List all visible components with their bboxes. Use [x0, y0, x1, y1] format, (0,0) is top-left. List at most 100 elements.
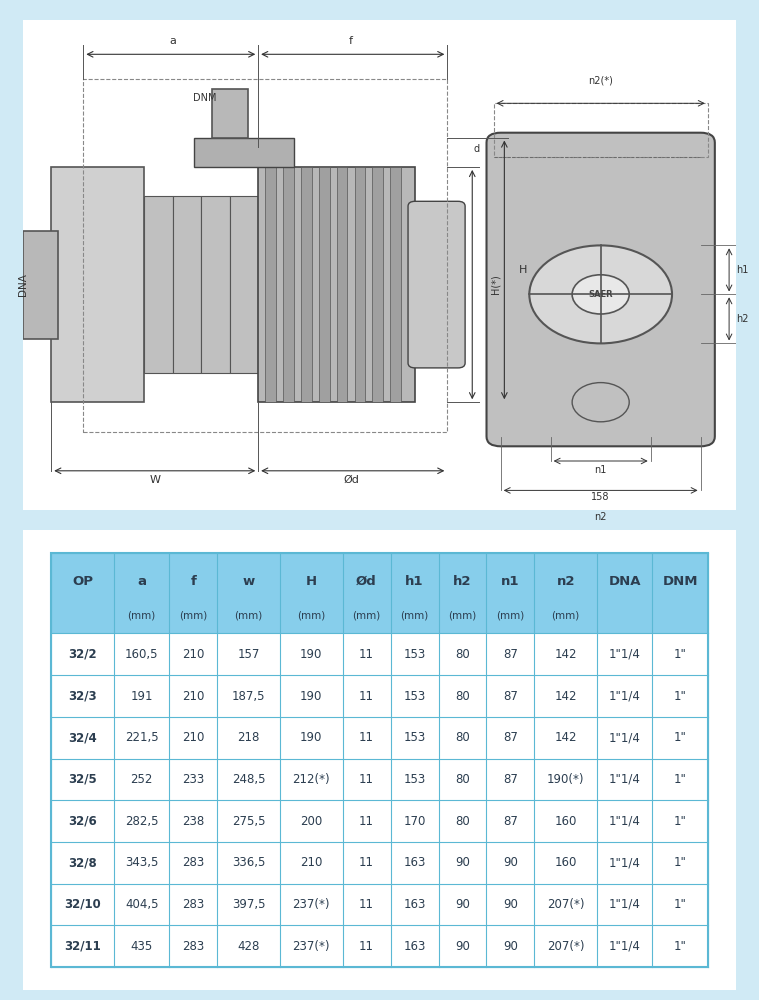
Text: n2: n2	[594, 512, 607, 522]
Text: 160: 160	[555, 856, 577, 869]
FancyBboxPatch shape	[23, 231, 58, 338]
Text: 212(*): 212(*)	[292, 773, 330, 786]
Text: d: d	[474, 144, 480, 154]
Bar	[373, 167, 383, 402]
Text: h2: h2	[736, 314, 748, 324]
Text: 142: 142	[555, 690, 577, 703]
Text: 1": 1"	[673, 940, 686, 953]
Bar	[52, 842, 707, 884]
Text: 187,5: 187,5	[231, 690, 266, 703]
Text: 1"1/4: 1"1/4	[609, 648, 641, 661]
Text: 11: 11	[359, 856, 374, 869]
Circle shape	[529, 245, 672, 343]
Text: 158: 158	[591, 492, 610, 502]
Circle shape	[572, 275, 629, 314]
Text: 191: 191	[131, 690, 153, 703]
Text: 87: 87	[503, 731, 518, 744]
Text: 210: 210	[182, 648, 204, 661]
Text: (mm): (mm)	[449, 611, 477, 621]
Text: 87: 87	[503, 690, 518, 703]
Text: 1": 1"	[673, 648, 686, 661]
Text: 207(*): 207(*)	[547, 898, 584, 911]
Text: h1: h1	[736, 265, 748, 275]
Text: 190: 190	[300, 690, 323, 703]
Text: 1": 1"	[673, 690, 686, 703]
Bar	[52, 634, 707, 675]
Text: 90: 90	[503, 940, 518, 953]
Text: H(*): H(*)	[490, 275, 500, 294]
Text: 210: 210	[300, 856, 323, 869]
Bar	[354, 167, 365, 402]
Text: n2: n2	[556, 575, 575, 588]
Text: 163: 163	[403, 898, 426, 911]
Text: 237(*): 237(*)	[292, 940, 330, 953]
Text: (mm): (mm)	[552, 611, 580, 621]
Bar	[52, 884, 707, 925]
Text: 190: 190	[300, 731, 323, 744]
Text: DNA: DNA	[609, 575, 641, 588]
Text: a: a	[137, 575, 146, 588]
Text: n2(*): n2(*)	[588, 76, 613, 86]
Text: 1"1/4: 1"1/4	[609, 773, 641, 786]
Text: OP: OP	[72, 575, 93, 588]
FancyBboxPatch shape	[201, 196, 230, 373]
Text: 11: 11	[359, 731, 374, 744]
Text: 87: 87	[503, 648, 518, 661]
Text: 237(*): 237(*)	[292, 898, 330, 911]
Bar	[266, 167, 276, 402]
Text: DNM: DNM	[663, 575, 698, 588]
Text: 163: 163	[403, 856, 426, 869]
FancyBboxPatch shape	[16, 15, 743, 515]
Bar	[390, 167, 401, 402]
Text: 283: 283	[182, 940, 204, 953]
Text: (mm): (mm)	[352, 611, 381, 621]
FancyBboxPatch shape	[230, 196, 258, 373]
Text: 153: 153	[403, 648, 426, 661]
FancyBboxPatch shape	[16, 525, 743, 995]
Text: 142: 142	[555, 648, 577, 661]
Bar	[493, 103, 707, 157]
Text: 283: 283	[182, 856, 204, 869]
Text: 80: 80	[455, 731, 470, 744]
Text: 404,5: 404,5	[125, 898, 159, 911]
Bar	[52, 800, 707, 842]
Text: 252: 252	[131, 773, 153, 786]
Bar	[283, 167, 294, 402]
Text: 428: 428	[238, 940, 260, 953]
FancyBboxPatch shape	[258, 167, 415, 402]
Text: 233: 233	[182, 773, 204, 786]
Text: 210: 210	[182, 690, 204, 703]
Text: 1": 1"	[673, 731, 686, 744]
FancyBboxPatch shape	[487, 133, 715, 446]
Text: 32/2: 32/2	[68, 648, 97, 661]
Text: 190: 190	[300, 648, 323, 661]
Text: 80: 80	[455, 690, 470, 703]
FancyBboxPatch shape	[144, 196, 172, 373]
Text: w: w	[242, 575, 255, 588]
Text: (mm): (mm)	[401, 611, 429, 621]
Text: 160,5: 160,5	[125, 648, 159, 661]
Text: 160: 160	[555, 815, 577, 828]
Text: (mm): (mm)	[179, 611, 207, 621]
Text: 435: 435	[131, 940, 153, 953]
Text: 11: 11	[359, 773, 374, 786]
Text: h2: h2	[453, 575, 472, 588]
Text: DNM: DNM	[193, 93, 216, 103]
Text: 153: 153	[403, 773, 426, 786]
Text: 1": 1"	[673, 856, 686, 869]
Text: 210: 210	[182, 731, 204, 744]
Text: n1: n1	[501, 575, 520, 588]
Text: (mm): (mm)	[496, 611, 524, 621]
Text: H: H	[518, 265, 527, 275]
Text: (mm): (mm)	[128, 611, 156, 621]
Text: 157: 157	[238, 648, 260, 661]
Text: (mm): (mm)	[298, 611, 326, 621]
Text: 1"1/4: 1"1/4	[609, 731, 641, 744]
Text: 11: 11	[359, 690, 374, 703]
FancyBboxPatch shape	[408, 201, 465, 368]
Text: 200: 200	[300, 815, 323, 828]
Text: W: W	[150, 475, 160, 485]
Text: 32/5: 32/5	[68, 773, 97, 786]
Bar	[337, 167, 348, 402]
Text: 80: 80	[455, 773, 470, 786]
